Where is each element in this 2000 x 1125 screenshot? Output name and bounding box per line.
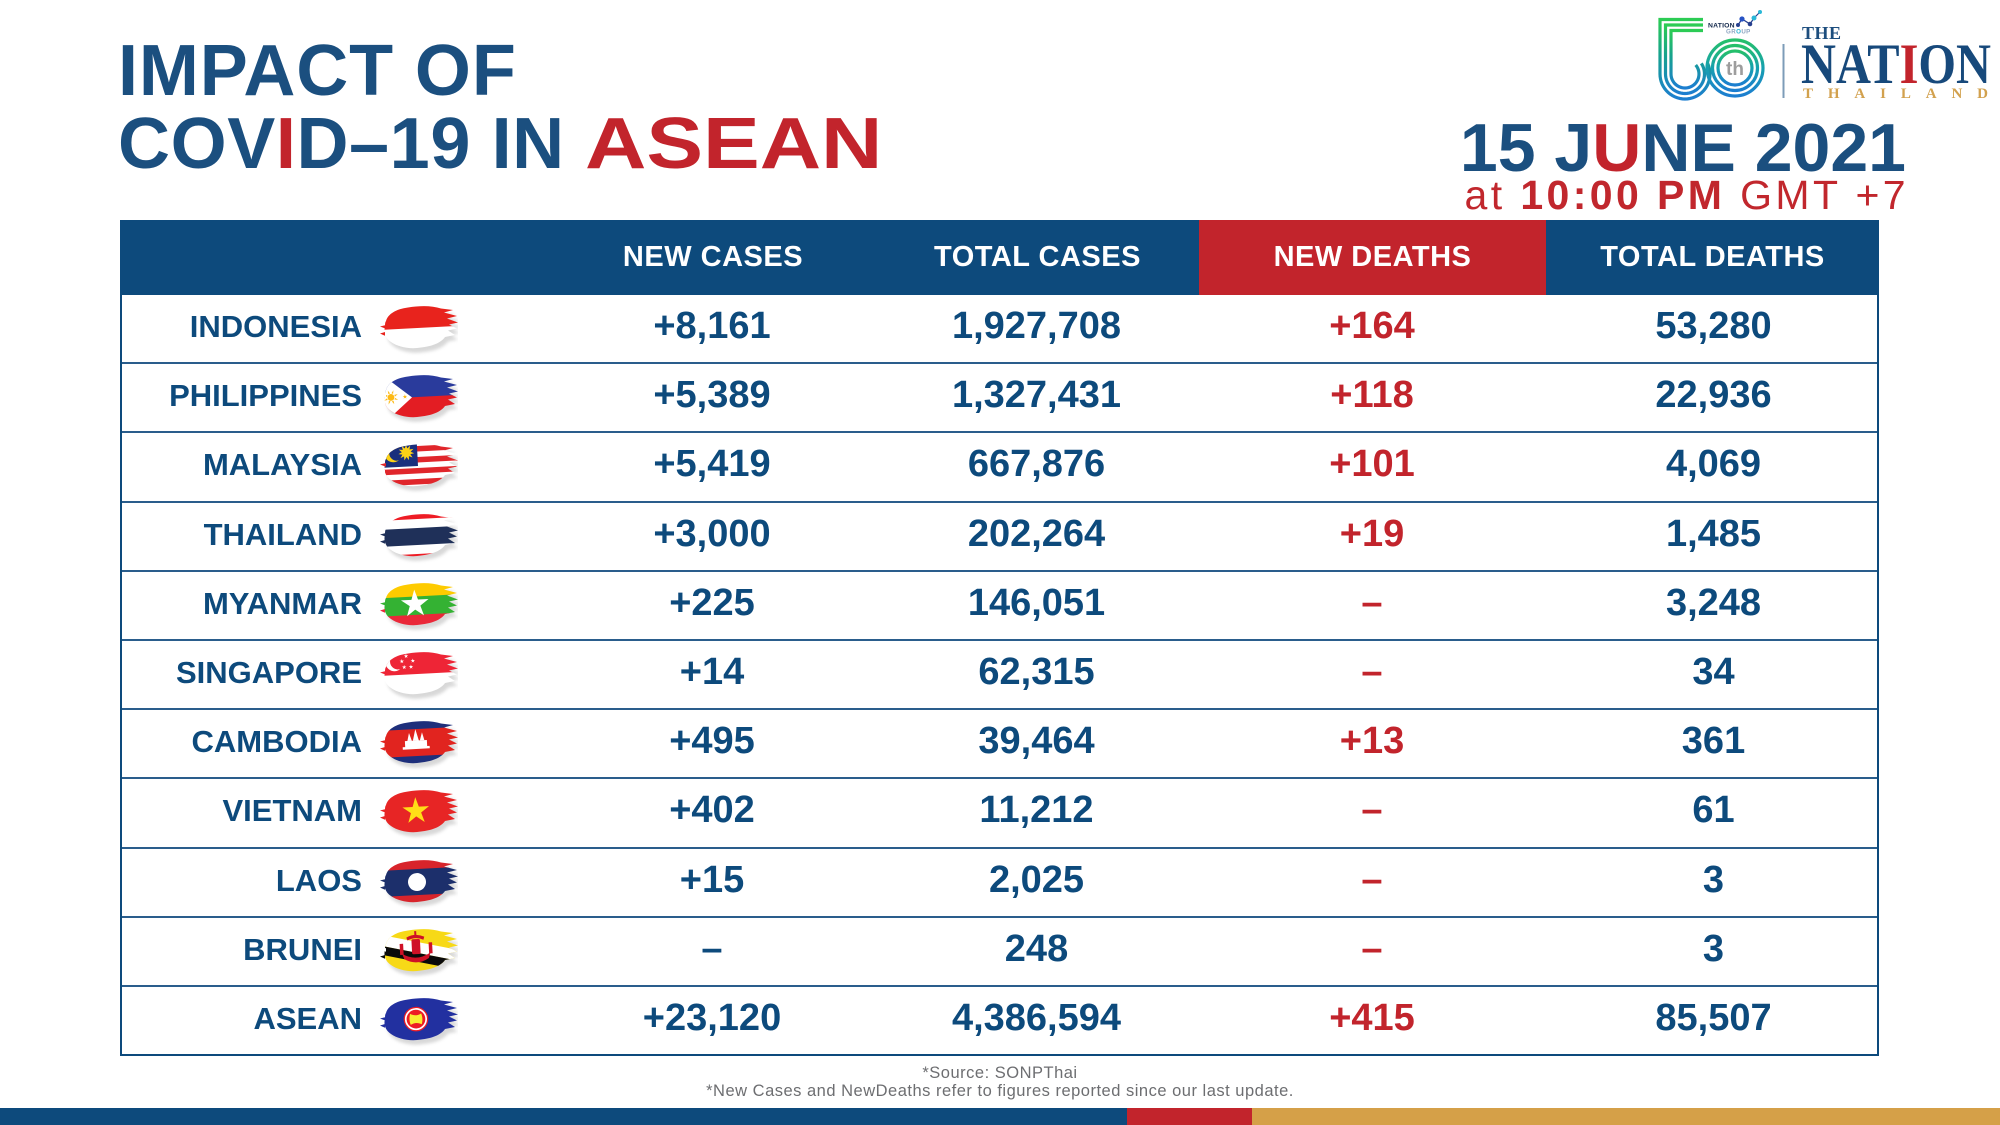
svg-text:th: th (1726, 59, 1744, 80)
svg-text:NATION: NATION (1801, 33, 1991, 96)
svg-text:GROUP: GROUP (1726, 29, 1751, 36)
svg-text:NATION: NATION (1708, 23, 1735, 30)
svg-text:THE: THE (1802, 23, 1842, 43)
